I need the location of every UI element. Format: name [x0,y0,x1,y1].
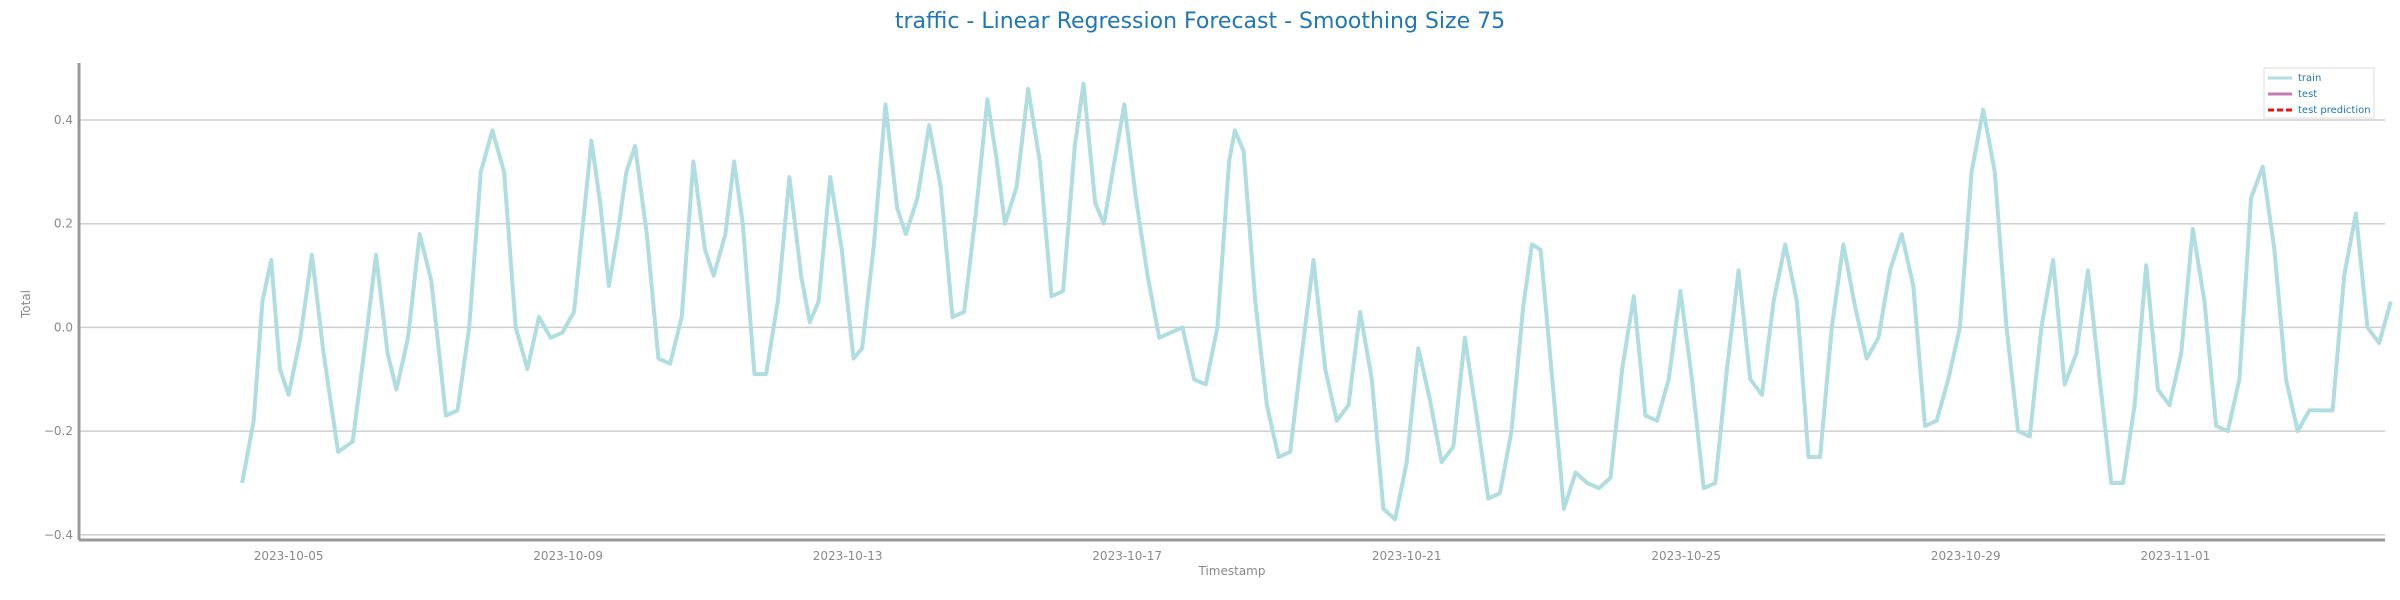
series-lines [240,81,2393,522]
y-tick-label: 0.4 [54,113,73,127]
series-line-train [240,81,2393,522]
x-tick-label: 2023-10-13 [813,549,883,563]
x-tick-labels: 2023-10-05 2023-10-09 2023-10-13 2023-10-17… [254,549,2210,563]
x-tick-label: 2023-10-05 [254,549,324,563]
y-tick-label: 0.0 [54,320,73,334]
x-tick-label: 2023-10-29 [1931,549,2001,563]
gridlines [79,119,2385,536]
x-tick-label: 2023-10-09 [533,549,603,563]
chart-title: traffic - Linear Regression Forecast - S… [895,9,1505,34]
x-tick-label: 2023-10-17 [1092,549,1162,563]
x-tick-label: 2023-10-21 [1372,549,1442,563]
legend-label-test-prediction: test prediction [2298,105,2371,116]
y-axis-title: Total [19,290,33,319]
x-tick-label: 2023-10-25 [1651,549,1721,563]
y-tick-label: −0.2 [44,424,73,438]
y-tick-labels: −0.4 −0.2 0.0 0.2 0.4 [44,113,73,542]
y-tick-label: 0.2 [54,217,73,231]
y-tick-label: −0.4 [44,528,73,542]
legend-label-train: train [2298,73,2321,84]
legend: train test test prediction [2263,67,2375,119]
x-axis-title: Timestamp [1198,564,1266,578]
legend-label-test: test [2298,89,2317,100]
x-tick-label: 2023-11-01 [2140,549,2210,563]
